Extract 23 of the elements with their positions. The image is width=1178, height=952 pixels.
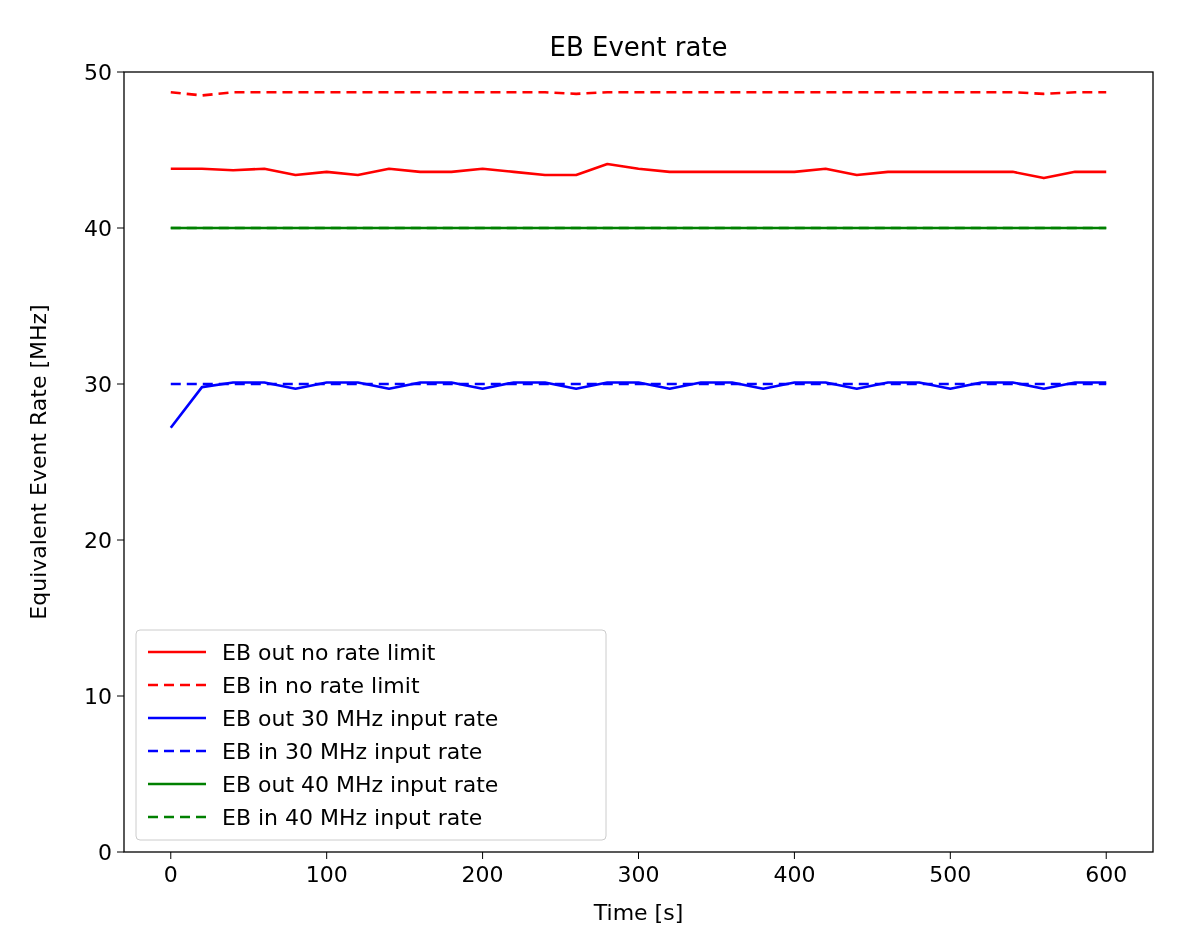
x-axis-title: Time [s] [592,900,684,925]
legend-label: EB in 30 MHz input rate [222,739,483,764]
x-tick-label: 0 [163,862,178,887]
y-tick-label: 40 [84,216,112,241]
y-tick-label: 20 [84,528,112,553]
y-tick-label: 30 [84,372,112,397]
legend-label: EB in 40 MHz input rate [222,805,483,830]
y-tick-label: 10 [84,684,112,709]
x-tick-label: 400 [773,862,816,887]
x-tick-label: 200 [461,862,504,887]
x-tick-label: 300 [617,862,660,887]
y-tick-label: 0 [98,840,112,865]
legend-label: EB in no rate limit [222,673,420,698]
x-tick-label: 100 [305,862,348,887]
legend-label: EB out no rate limit [222,640,436,665]
legend-label: EB out 40 MHz input rate [222,772,499,797]
chart-title: EB Event rate [549,32,728,62]
x-tick-label: 500 [929,862,972,887]
line-series [169,162,1108,180]
y-tick-label: 50 [84,60,112,85]
y-axis-title: Equivalent Event Rate [MHz] [26,304,51,620]
x-tick-label: 600 [1085,862,1128,887]
legend-label: EB out 30 MHz input rate [222,706,499,731]
